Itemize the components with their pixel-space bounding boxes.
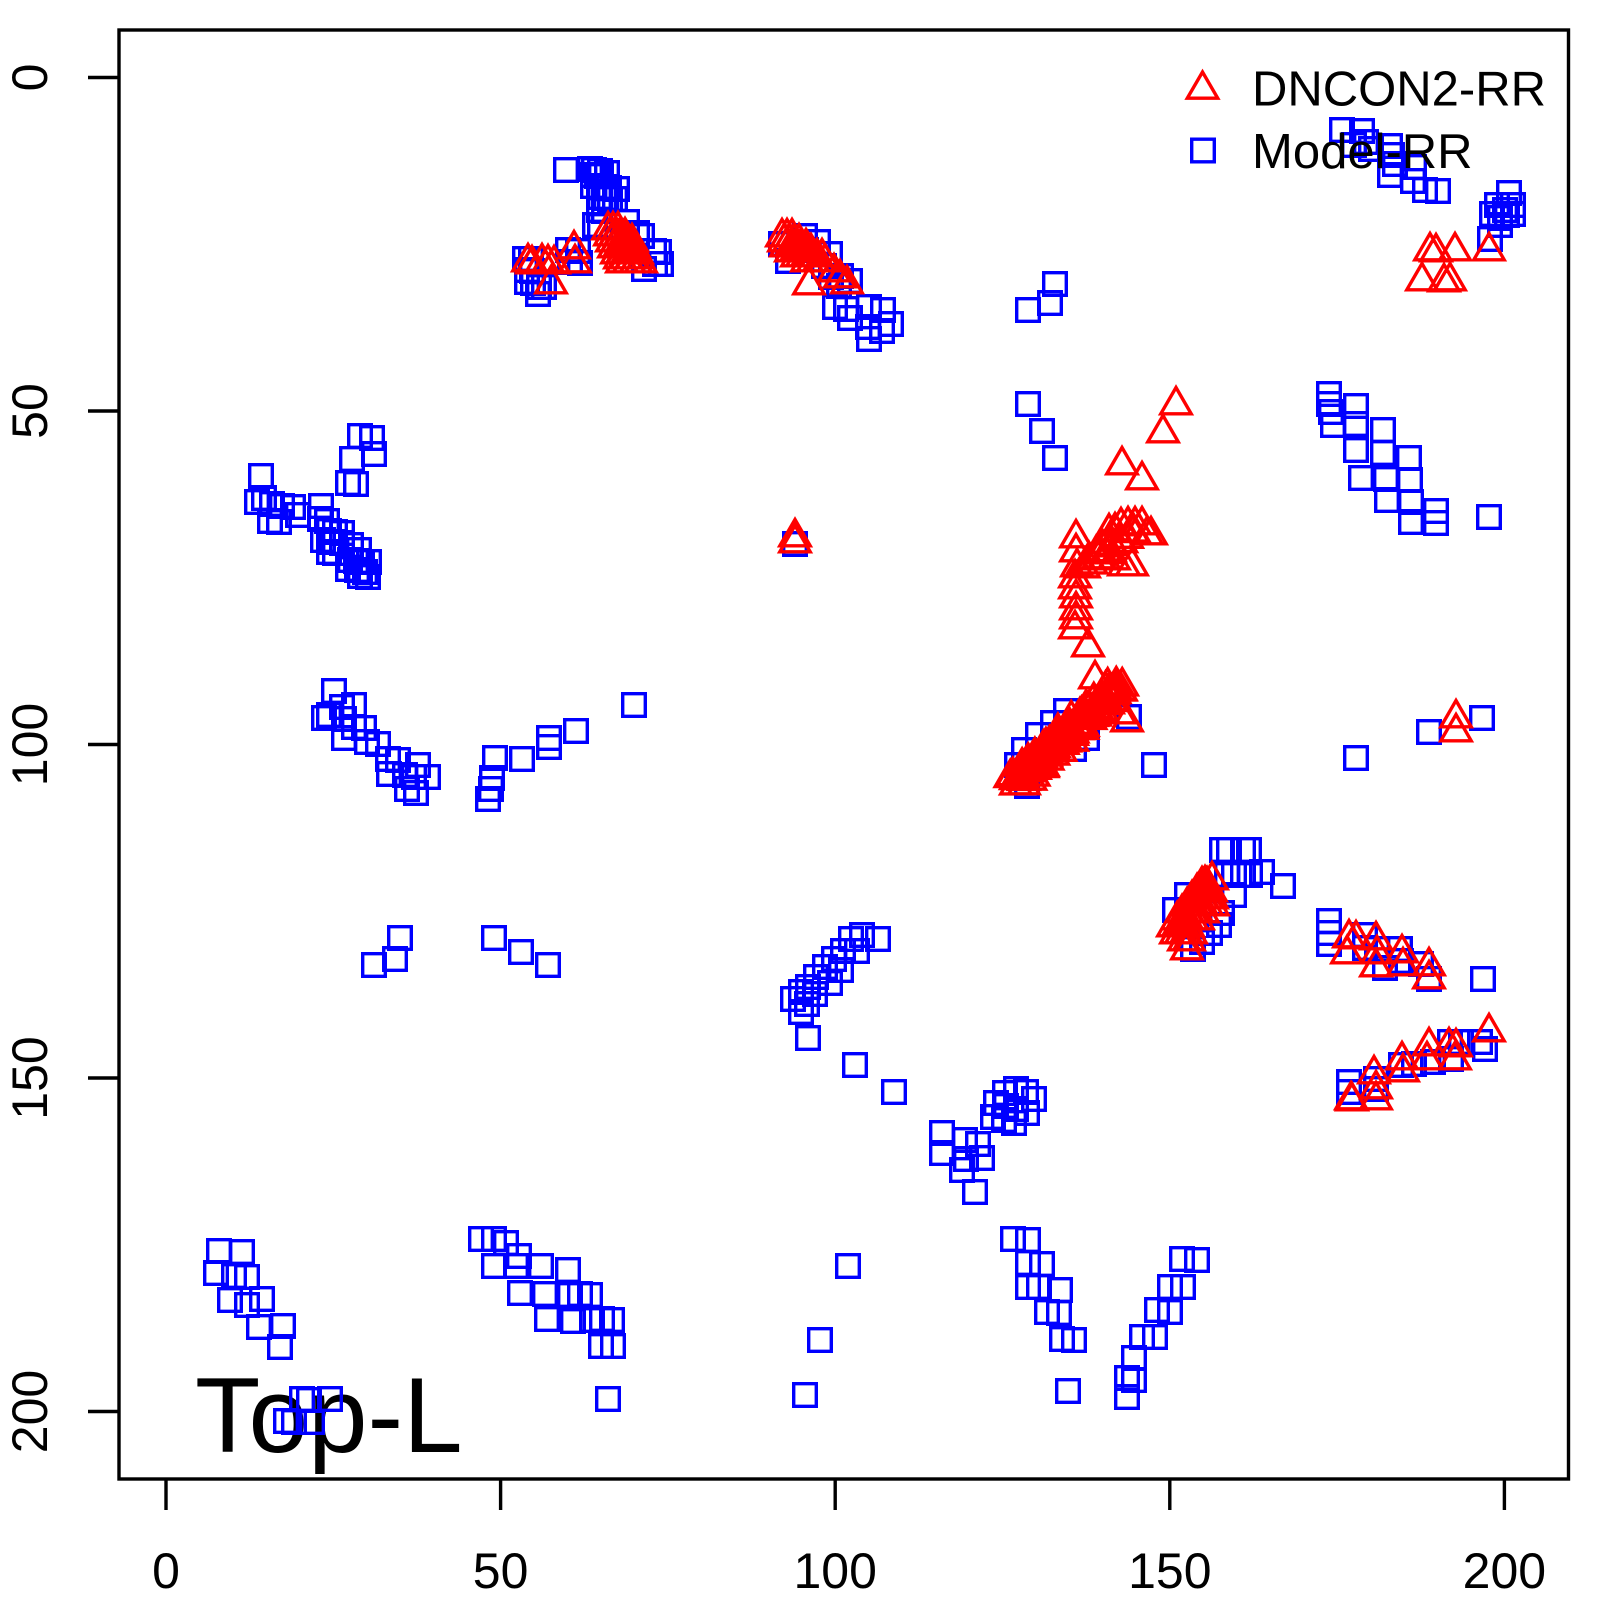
- svg-text:Top-L: Top-L: [195, 1355, 463, 1475]
- svg-text:150: 150: [1128, 1543, 1211, 1599]
- svg-text:200: 200: [1463, 1543, 1546, 1599]
- svg-text:0: 0: [2, 64, 58, 92]
- svg-text:150: 150: [2, 1036, 58, 1119]
- svg-text:200: 200: [2, 1370, 58, 1453]
- svg-text:Model-RR: Model-RR: [1252, 125, 1473, 179]
- svg-text:100: 100: [793, 1543, 876, 1599]
- svg-text:0: 0: [152, 1543, 180, 1599]
- svg-text:50: 50: [473, 1543, 529, 1599]
- svg-text:50: 50: [2, 383, 58, 439]
- svg-text:100: 100: [2, 703, 58, 786]
- svg-text:DNCON2-RR: DNCON2-RR: [1252, 63, 1546, 117]
